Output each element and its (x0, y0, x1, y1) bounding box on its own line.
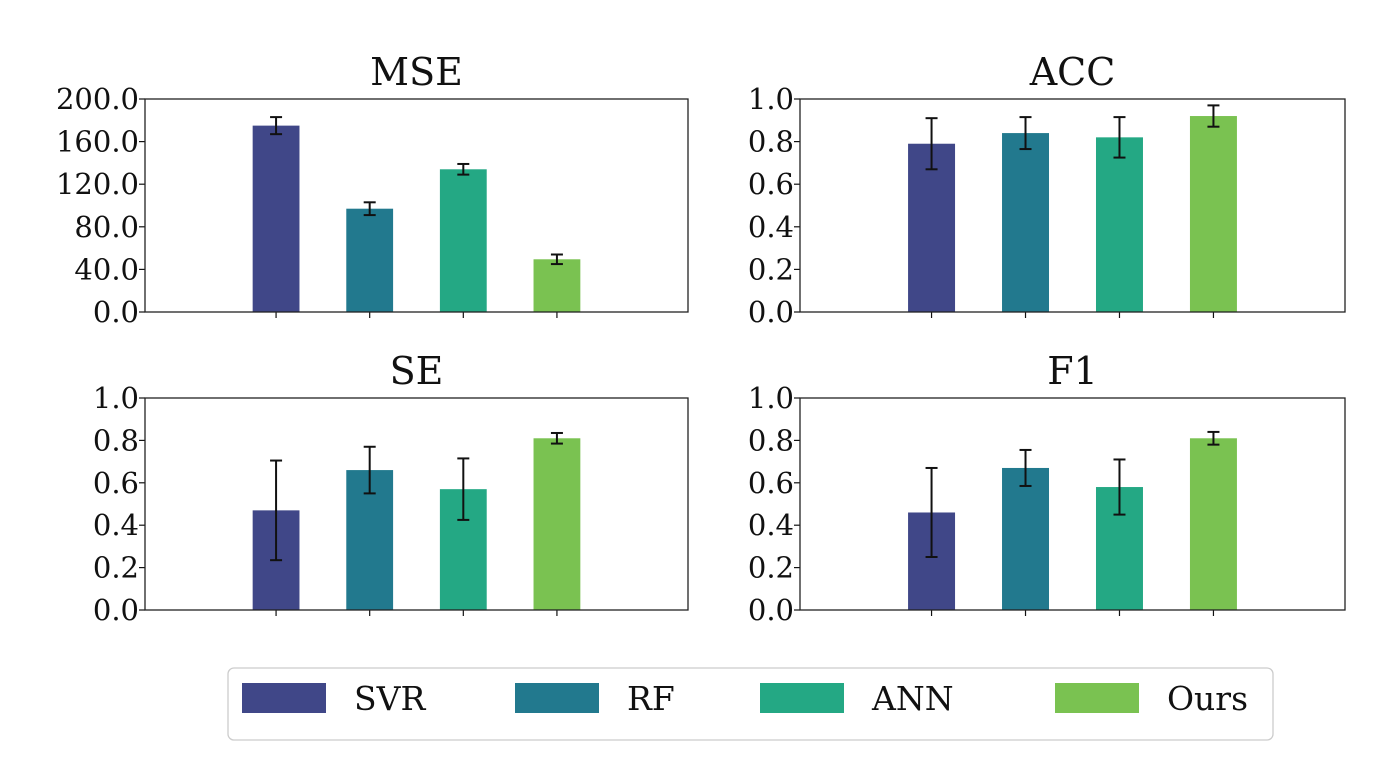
y-tick-label: 160.0 (56, 125, 139, 159)
error-bar-svr (270, 116, 283, 136)
axes-frame (799, 397, 1346, 611)
bar-ann (1095, 137, 1143, 312)
error-bar-ann (457, 162, 470, 176)
error-bar-ann (1113, 458, 1126, 516)
y-tick-label: 0.0 (748, 593, 794, 627)
bar-rf (1002, 133, 1050, 312)
bar-ours (1189, 116, 1237, 312)
legend-swatch (242, 683, 326, 713)
y-tick-label: 0.0 (93, 295, 139, 329)
y-tick-label: 0.0 (748, 295, 794, 329)
legend: SVR RF ANN Ours (227, 667, 1274, 741)
legend-item-ours: Ours (1055, 679, 1248, 718)
bar-ours (533, 259, 581, 312)
error-bar-ours (550, 431, 563, 445)
legend-item-svr: SVR (242, 679, 426, 718)
panel-acc: ACC 0.0 0.2 0.4 0.6 0.8 1.0 (748, 50, 1346, 329)
y-tick-label: 0.2 (93, 551, 139, 585)
axes-frame (144, 98, 689, 313)
y-tick-label: 0.6 (93, 466, 139, 500)
y-tick-label: 0.6 (748, 167, 794, 201)
y-tick-label: 0.6 (748, 466, 794, 500)
y-tick-label: 0.0 (93, 593, 139, 627)
bar-ann (439, 169, 487, 312)
error-bar-svr (270, 459, 283, 562)
legend-swatch (1055, 683, 1139, 713)
error-bar-ann (1113, 116, 1126, 159)
error-bar-rf (1019, 116, 1032, 151)
y-tick-label: 80.0 (74, 210, 139, 244)
y-tick-label: 0.2 (748, 252, 794, 286)
error-bar-rf (363, 201, 376, 217)
legend-label: RF (627, 679, 675, 718)
panel-title: F1 (1047, 349, 1098, 393)
y-tick-label: 0.8 (93, 423, 139, 457)
legend-item-ann: ANN (760, 679, 954, 718)
legend-box (227, 667, 1274, 741)
legend-label: SVR (354, 679, 426, 718)
legend-label: ANN (871, 679, 954, 718)
legend-label: Ours (1167, 679, 1248, 718)
panel-title: SE (390, 349, 444, 393)
axes-frame (799, 98, 1346, 313)
error-bar-ann (457, 457, 470, 521)
y-tick-label: 0.2 (748, 551, 794, 585)
error-bar-svr (925, 466, 938, 558)
panel-mse: MSE 0.0 40.0 80.0 120.0 160.0 200.0 (56, 50, 689, 329)
panel-se: SE 0.0 0.2 0.4 0.6 0.8 1.0 (93, 349, 689, 627)
legend-item-rf: RF (515, 679, 675, 718)
y-tick-label: 40.0 (74, 252, 139, 286)
error-bar-ours (1207, 430, 1220, 446)
error-bar-rf (1019, 448, 1032, 487)
y-tick-label: 1.0 (93, 381, 139, 415)
y-tick-label: 0.4 (748, 210, 794, 244)
panel-title: ACC (1029, 50, 1116, 94)
bar-rf (346, 208, 394, 312)
legend-swatch (760, 683, 844, 713)
panel-title: MSE (370, 50, 463, 94)
legend-swatch (515, 683, 599, 713)
y-tick-label: 0.4 (748, 508, 794, 542)
error-bar-svr (925, 117, 938, 171)
bar-ours (1189, 438, 1237, 610)
y-tick-label: 0.8 (748, 423, 794, 457)
error-bar-ours (550, 253, 563, 266)
y-tick-label: 0.4 (93, 508, 139, 542)
panel-f1: F1 0.0 0.2 0.4 0.6 0.8 1.0 (748, 349, 1346, 627)
error-bar-ours (1207, 104, 1220, 128)
error-bar-rf (363, 445, 376, 495)
bar-svr (908, 143, 956, 312)
bar-svr (252, 125, 300, 312)
y-tick-label: 1.0 (748, 381, 794, 415)
y-tick-label: 120.0 (56, 167, 139, 201)
bar-ours (533, 438, 581, 610)
axes-frame (144, 397, 689, 611)
bar-rf (1002, 467, 1050, 610)
y-tick-label: 0.8 (748, 125, 794, 159)
y-tick-label: 1.0 (748, 82, 794, 116)
y-tick-label: 200.0 (56, 82, 139, 116)
